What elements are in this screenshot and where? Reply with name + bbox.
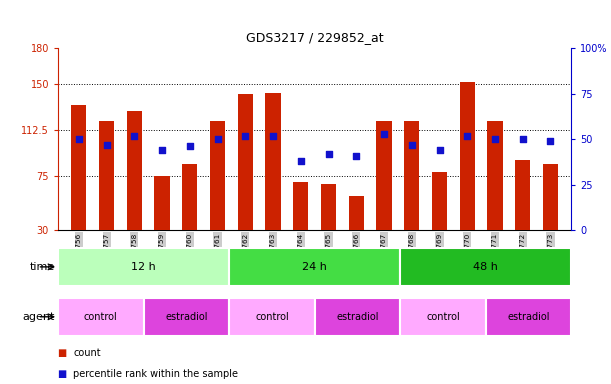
Point xyxy=(157,147,167,153)
Point xyxy=(351,152,361,159)
Bar xyxy=(315,298,400,336)
Bar xyxy=(265,93,280,230)
Point xyxy=(268,132,278,139)
Point xyxy=(185,143,195,149)
Text: 24 h: 24 h xyxy=(302,262,327,272)
Bar xyxy=(126,111,142,230)
Point xyxy=(434,147,444,153)
Bar xyxy=(515,160,530,230)
Point xyxy=(130,132,139,139)
Bar xyxy=(99,121,114,230)
Bar xyxy=(58,248,229,286)
Bar xyxy=(229,248,400,286)
Point xyxy=(546,138,555,144)
Bar xyxy=(238,94,253,230)
Text: ■: ■ xyxy=(58,369,70,379)
Bar xyxy=(293,182,309,230)
Point xyxy=(324,151,334,157)
Bar xyxy=(349,196,364,230)
Text: count: count xyxy=(73,348,101,358)
Text: estradiol: estradiol xyxy=(165,312,208,322)
Text: time: time xyxy=(30,262,55,272)
Bar xyxy=(404,121,419,230)
Bar xyxy=(58,298,144,336)
Bar xyxy=(486,298,571,336)
Bar xyxy=(488,121,503,230)
Point xyxy=(240,132,250,139)
Bar xyxy=(432,172,447,230)
Text: control: control xyxy=(426,312,460,322)
Point xyxy=(379,131,389,137)
Point xyxy=(296,158,306,164)
Text: control: control xyxy=(84,312,118,322)
Bar xyxy=(210,121,225,230)
Bar xyxy=(71,105,87,230)
Bar xyxy=(543,164,558,230)
Bar xyxy=(182,164,197,230)
Point xyxy=(407,142,417,148)
Point xyxy=(518,136,528,142)
Point xyxy=(213,136,222,142)
Text: GDS3217 / 229852_at: GDS3217 / 229852_at xyxy=(246,31,384,44)
Bar xyxy=(229,298,315,336)
Text: estradiol: estradiol xyxy=(507,312,550,322)
Bar xyxy=(376,121,392,230)
Bar xyxy=(155,176,170,230)
Text: 12 h: 12 h xyxy=(131,262,156,272)
Text: ■: ■ xyxy=(58,348,70,358)
Text: agent: agent xyxy=(23,312,55,322)
Text: percentile rank within the sample: percentile rank within the sample xyxy=(73,369,238,379)
Text: control: control xyxy=(255,312,289,322)
Bar xyxy=(321,184,336,230)
Bar xyxy=(400,248,571,286)
Point xyxy=(490,136,500,142)
Point xyxy=(74,136,84,142)
Bar xyxy=(459,82,475,230)
Bar xyxy=(144,298,229,336)
Text: 48 h: 48 h xyxy=(474,262,498,272)
Text: estradiol: estradiol xyxy=(336,312,379,322)
Bar xyxy=(400,298,486,336)
Point xyxy=(101,142,111,148)
Point xyxy=(463,132,472,139)
